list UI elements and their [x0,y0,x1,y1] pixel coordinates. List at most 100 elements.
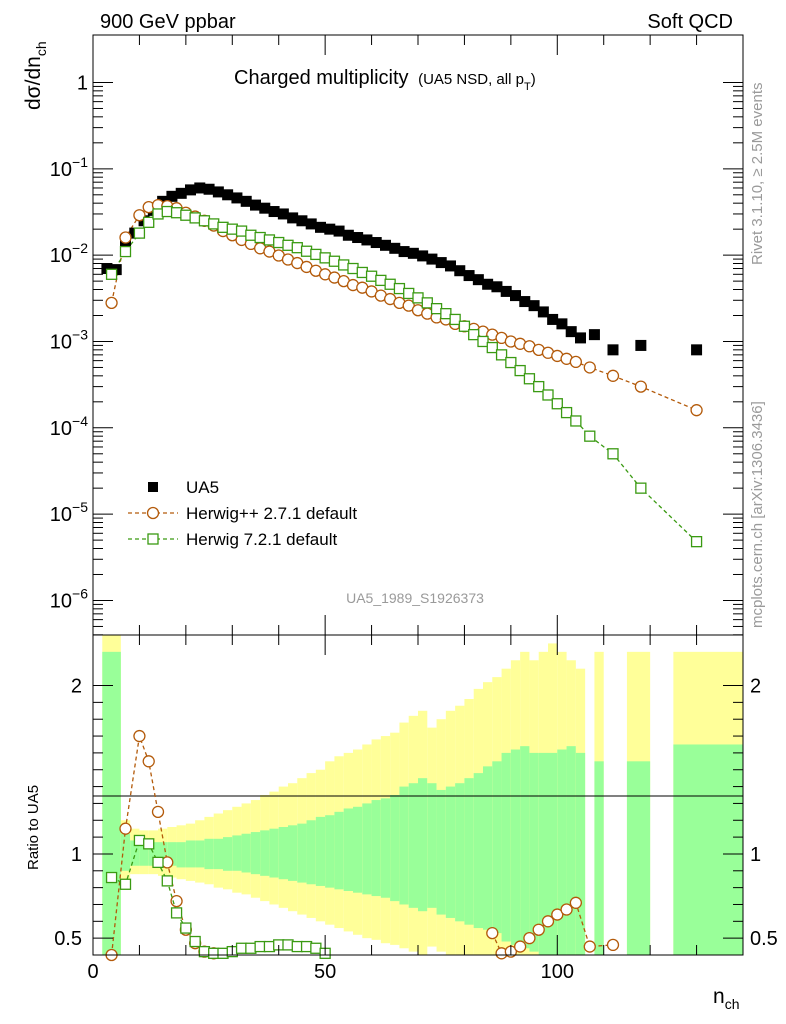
ratio-point-herwig7 [208,947,220,959]
stat-uncertainty-band [626,761,651,955]
data-point-herwig7 [319,252,331,264]
data-point-herwig7 [533,380,545,393]
stat-uncertainty-band [380,798,391,898]
stat-uncertainty-band [306,820,316,885]
ratio-point-herwig7 [217,947,229,959]
data-point-ua5 [231,192,243,204]
stat-uncertainty-band [334,811,344,890]
plot-title-sub-end: ) [531,71,536,88]
legend-label-ua5: UA5 [186,478,219,497]
ratio-tick-label-left: 1 [71,844,82,866]
data-point-herwig7 [635,482,647,494]
ratio-point-herwigpp [151,805,165,818]
data-point-ua5 [398,246,410,258]
tick-base: 10 [50,331,72,353]
data-point-herwig7 [273,236,285,249]
stat-uncertainty-band [315,816,326,886]
data-point-ua5 [491,281,503,293]
ratio-point-herwigpp [532,923,545,936]
data-point-herwig7 [449,313,461,326]
data-point-herwig7 [208,218,220,230]
data-point-herwig7 [384,278,396,290]
data-point-ua5 [175,187,187,199]
data-point-ua5 [277,208,289,220]
stat-uncertainty-band [566,746,576,955]
data-point-ua5 [537,306,549,318]
data-point-herwig7 [263,234,276,246]
data-point-herwig7 [486,341,498,354]
ratio-tick-label-right: 2 [750,676,761,698]
data-point-herwig7 [180,209,192,221]
stat-uncertainty-band [520,746,530,949]
stat-uncertainty-band [278,827,288,880]
main-y-tick-label: 10−4 [50,413,88,440]
ratio-point-herwigpp [583,940,596,953]
data-point-ua5 [407,247,419,259]
ratio-point-herwigpp [541,915,555,928]
data-point-ua5 [342,229,354,241]
main-y-tick-label: 10−1 [50,154,88,181]
data-point-ua5 [240,195,252,207]
data-point-herwig7 [393,282,406,295]
stat-uncertainty-band [362,803,372,895]
plot-title-sub-index: T [524,81,531,93]
stat-uncertainty-band [288,825,298,881]
legend-marker-ua5 [148,482,158,492]
stat-uncertainty-band [185,840,196,868]
data-point-ua5 [268,206,280,218]
tick-base: 10 [50,245,72,267]
ratio-point-herwigpp [523,932,536,945]
stat-uncertainty-band [594,761,604,955]
data-point-herwig7 [119,245,132,258]
data-point-ua5 [482,278,494,290]
data-point-ua5 [212,186,224,198]
data-point-ua5 [296,215,308,227]
ratio-point-herwig7 [300,940,313,953]
stat-uncertainty-band [455,783,465,922]
main-y-tick-label: 10−2 [50,240,88,267]
stat-uncertainty-band [408,783,418,908]
side-mcplots-info: mcplots.cern.ch [arXiv:1306.3436] [749,401,766,628]
stat-uncertainty-band [223,837,233,871]
data-point-herwigpp [606,369,620,382]
tick-exponent: −4 [72,413,88,429]
data-point-herwigpp [105,296,118,310]
data-point-ua5 [259,202,271,214]
stat-uncertainty-band [325,815,335,888]
data-point-herwig7 [570,415,582,427]
x-axis-label-sub: ch [725,996,740,1012]
data-point-herwig7 [375,274,387,287]
ratio-point-herwigpp [119,822,132,835]
data-point-ua5 [691,344,703,356]
legend: UA5 Herwig++ 2.7.1 default Herwig 7.2.1 … [128,478,357,549]
header-right: Soft QCD [647,11,733,33]
analysis-id: UA5_1989_S1926373 [346,590,484,606]
data-point-herwig7 [584,430,596,442]
data-point-ua5 [445,260,456,272]
tick-exponent: −2 [72,240,88,256]
data-point-herwig7 [328,255,341,267]
data-point-ua5 [500,285,512,297]
data-point-herwig7 [356,266,368,279]
ratio-point-herwigpp [486,926,499,940]
data-point-herwigpp [133,209,146,222]
ratio-point-herwigpp [513,940,527,953]
x-axis-label: nch [713,985,739,1012]
ratio-point-herwigpp [569,896,583,909]
ratio-point-herwig7 [119,878,132,890]
data-point-ua5 [519,296,531,308]
stat-uncertainty-band [260,830,270,876]
main-y-label-sub: ch [33,41,49,56]
stat-uncertainty-band [353,806,363,893]
stat-uncertainty-band [120,833,131,871]
data-point-herwig7 [291,242,303,254]
plot-title: Charged multiplicity (UA5 NSD, all pT) [234,67,536,93]
ratio-point-herwigpp [606,938,620,952]
data-point-herwig7 [421,297,433,309]
stat-uncertainty-band [436,789,446,915]
data-point-herwig7 [133,227,146,239]
tick-base: 10 [50,159,72,181]
tick-base: 10 [50,418,72,440]
data-point-herwigpp [569,355,583,369]
data-point-herwig7 [514,364,526,377]
